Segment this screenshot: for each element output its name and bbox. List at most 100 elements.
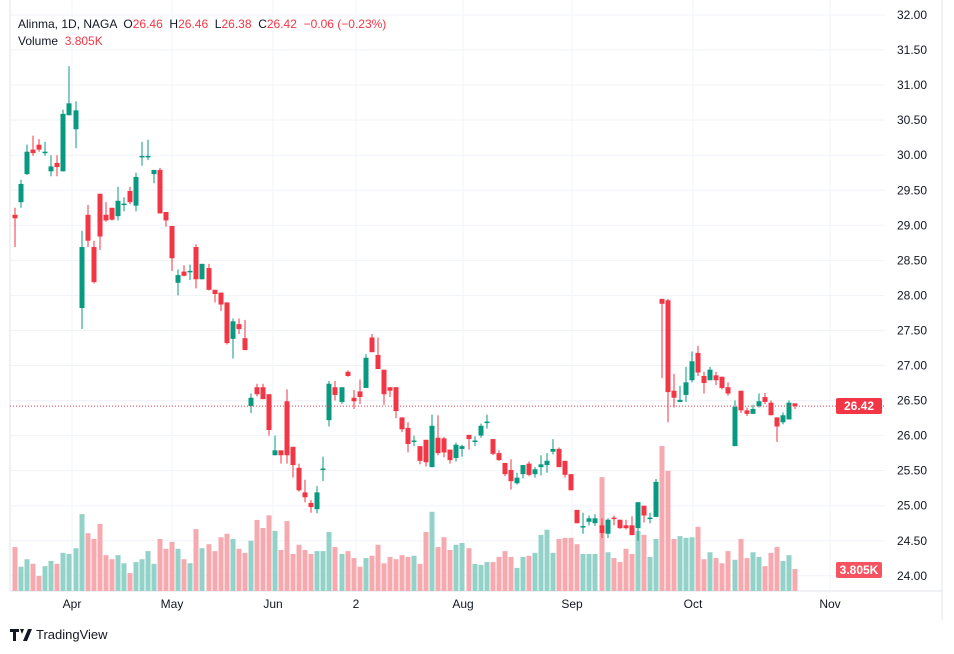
volume-bar	[393, 559, 399, 591]
candle-body	[399, 417, 405, 430]
candle-body	[605, 519, 611, 534]
candle-body	[544, 460, 550, 466]
volume-bar	[12, 547, 18, 591]
volume-bar	[701, 559, 707, 591]
tradingview-logo-icon	[10, 628, 32, 641]
volume-bar	[206, 544, 212, 591]
volume-bar	[175, 548, 181, 591]
candle-body	[762, 397, 768, 402]
candle-body	[199, 263, 205, 280]
volume-bar	[387, 556, 393, 591]
candle-body	[786, 402, 792, 420]
volume-bar	[423, 532, 429, 591]
candle-body	[85, 214, 91, 241]
candle-body	[780, 415, 786, 423]
volume-bars	[12, 445, 798, 591]
volume-bar	[278, 549, 284, 591]
volume-bar	[326, 532, 332, 591]
candle-body	[466, 434, 472, 440]
symbol-title[interactable]: Alinma, 1D, NAGA	[18, 17, 117, 31]
volume-bar	[435, 547, 441, 591]
volume-bar	[290, 554, 296, 591]
price-tick-label: 25.00	[897, 499, 927, 513]
volume-bar	[484, 562, 490, 591]
volume-bar	[60, 552, 66, 591]
candle-body	[453, 444, 459, 459]
candle-body	[441, 438, 447, 453]
volume-bar	[145, 551, 151, 591]
volume-bar	[611, 558, 617, 591]
volume-bar	[284, 521, 290, 591]
candle-body	[526, 463, 532, 475]
ohlc-row: Alinma, 1D, NAGA O26.46 H26.46 L26.38 C2…	[18, 16, 386, 33]
candle-body	[254, 387, 260, 395]
candle-body	[472, 440, 478, 443]
volume-bar	[429, 511, 435, 591]
candle-body	[490, 439, 496, 454]
volume-bar	[574, 544, 580, 591]
candle-body	[750, 408, 756, 414]
candle-body	[617, 519, 623, 529]
volume-bar	[24, 559, 30, 591]
candle-body	[284, 401, 290, 456]
volume-bar	[417, 563, 423, 591]
candle-body	[109, 207, 115, 220]
candle-body	[212, 289, 218, 294]
volume-bar	[538, 534, 544, 591]
candle-body	[459, 446, 465, 449]
candle-body	[532, 469, 538, 475]
time-tick-label: Oct	[684, 597, 703, 611]
candle-body	[66, 103, 72, 116]
candle-body	[151, 169, 157, 175]
volume-bar	[36, 575, 42, 591]
volume-bar	[617, 562, 623, 591]
price-tick-label: 31.00	[897, 78, 927, 92]
volume-badge: 3.805K	[836, 562, 882, 578]
high-label: H	[169, 17, 179, 31]
volume-bar	[490, 562, 496, 591]
candle-body	[36, 144, 42, 150]
volume-bar	[653, 538, 659, 591]
volume-bar	[121, 563, 127, 591]
volume-bar	[762, 566, 768, 591]
low-value: 26.38	[221, 17, 252, 31]
branding-text: TradingView	[36, 627, 108, 642]
volume-bar	[647, 556, 653, 591]
candle-body	[103, 214, 109, 221]
candle-body	[719, 376, 725, 388]
candle-body	[417, 446, 423, 461]
candle-body	[671, 390, 677, 398]
candle-body	[314, 492, 320, 510]
candle-body	[278, 450, 284, 456]
volume-bar	[713, 558, 719, 591]
tradingview-logo[interactable]: TradingView	[10, 627, 108, 642]
volume-bar	[248, 540, 254, 591]
volume-bar	[254, 519, 260, 591]
candle-body	[792, 403, 798, 407]
price-axis[interactable]: 32.00 31.50 31.00 30.50 30.00 29.50 29.00 28.50…	[897, 8, 927, 583]
candle-body	[302, 492, 308, 498]
volume-bar	[42, 566, 48, 591]
candle-body	[677, 399, 683, 402]
price-tick-label: 25.50	[897, 464, 927, 478]
price-tick-label: 29.00	[897, 218, 927, 232]
volume-bar	[550, 552, 556, 591]
open-value: 26.46	[132, 17, 163, 31]
volume-bar	[738, 538, 744, 591]
time-axis[interactable]: Apr May Jun 2 Aug Sep Oct Nov	[63, 597, 841, 611]
volume-bar	[635, 530, 641, 591]
volume-label[interactable]: Volume	[18, 34, 59, 48]
candle-body	[224, 302, 230, 344]
volume-bar	[193, 529, 199, 591]
candle-body	[363, 357, 369, 388]
volume-bar	[544, 529, 550, 591]
candle-body	[145, 155, 151, 158]
volume-bar	[369, 555, 375, 591]
volume-bar	[774, 547, 780, 591]
candle-body	[369, 337, 375, 353]
candle-body	[653, 481, 659, 517]
volume-bar	[48, 560, 54, 591]
candle-body	[308, 502, 314, 508]
